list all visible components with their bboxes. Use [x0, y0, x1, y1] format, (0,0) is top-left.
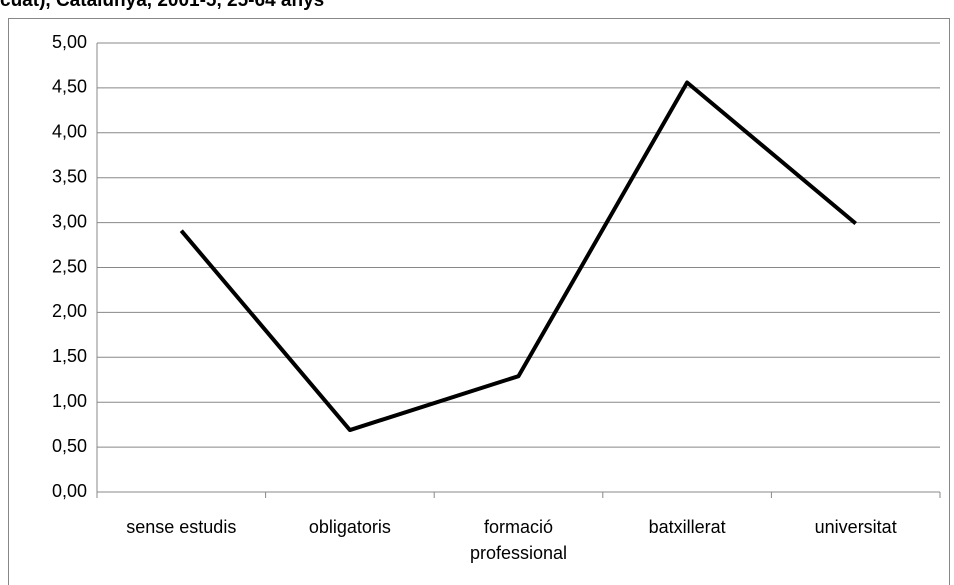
y-tick-label: 4,50 [52, 77, 87, 97]
y-tick-label: 0,00 [52, 481, 87, 501]
y-tick-label: 4,00 [52, 122, 87, 142]
y-tick-label: 1,00 [52, 391, 87, 411]
data-line [179, 80, 857, 433]
x-tick-label: batxillerat [648, 517, 726, 537]
y-tick-label: 2,00 [52, 301, 87, 321]
chart-frame [8, 18, 950, 585]
y-tick-label: 3,50 [52, 166, 87, 186]
x-tick-label: obligatoris [308, 517, 391, 537]
chart-title: cuat), Catalunya, 2001-5, 25-64 anys [0, 0, 325, 11]
y-tick-label: 2,50 [52, 256, 87, 276]
x-tick-label: formació professional [469, 517, 568, 563]
x-tick-label: sense estudis [126, 517, 237, 537]
y-tick-label: 1,50 [52, 346, 87, 366]
y-tick-label: 0,50 [52, 436, 87, 456]
x-tick-label: universitat [814, 517, 897, 537]
y-tick-label: 3,00 [52, 211, 87, 231]
y-tick-label: 5,00 [52, 32, 87, 52]
